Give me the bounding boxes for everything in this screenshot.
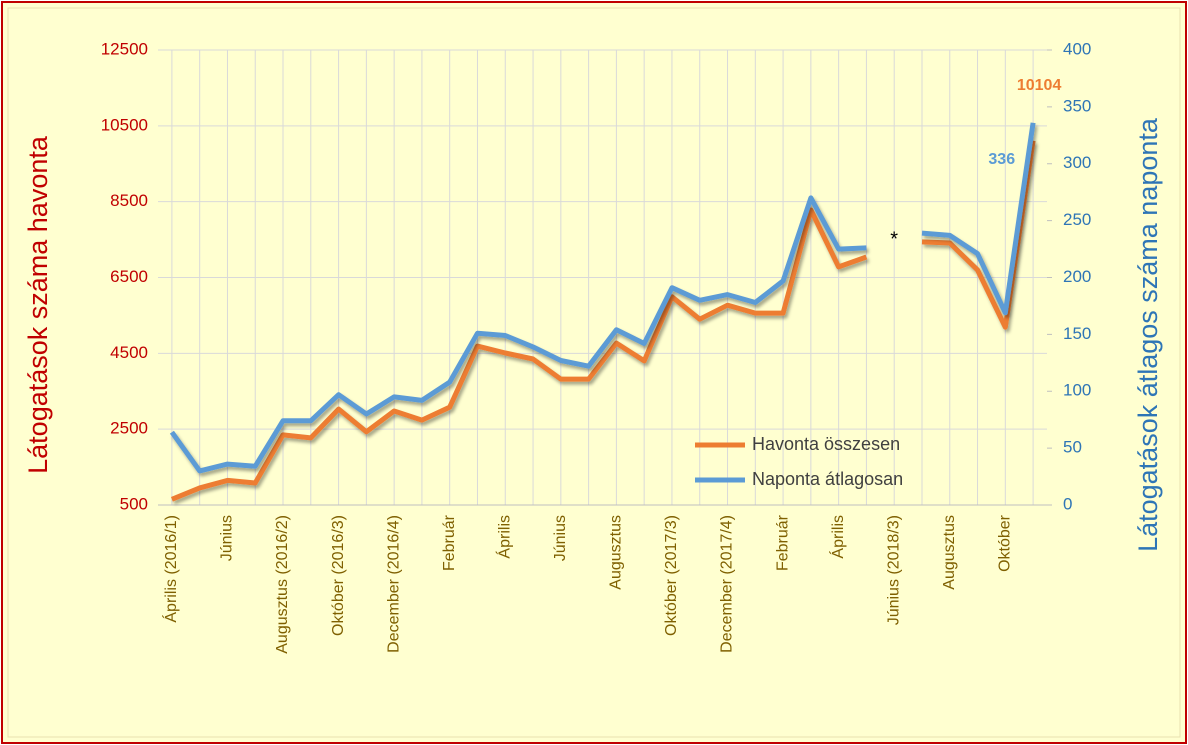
series-line (169, 122, 1036, 474)
legend-label: Naponta átlagosan (752, 469, 903, 489)
y-tick-label: 4500 (110, 343, 148, 362)
y2-tick-label: 350 (1063, 96, 1091, 115)
data-label: 10104 (1017, 77, 1062, 94)
x-tick-label: December (2016/4) (385, 515, 402, 653)
y-tick-label: 8500 (110, 191, 148, 210)
y2-tick-label: 400 (1063, 39, 1091, 58)
y-tick-label: 2500 (110, 419, 148, 438)
x-tick-label: Június (2018/3) (885, 515, 902, 625)
y-tick-label: 12500 (101, 39, 148, 58)
y2-tick-label: 300 (1063, 153, 1091, 172)
x-tick-label: Június (219, 515, 236, 561)
y2-axis-title: Látogatások átlagos száma naponta (1133, 117, 1163, 552)
legend-label: Havonta összesen (752, 434, 900, 454)
data-label: 336 (988, 151, 1015, 168)
x-tick-label: Október (997, 514, 1014, 572)
y-tick-label: 6500 (110, 267, 148, 286)
x-tick-label: Április (494, 515, 513, 559)
x-tick-label: Április (2016/1) (161, 515, 180, 623)
y2-tick-label: 0 (1063, 494, 1072, 513)
y2-tick-label: 150 (1063, 324, 1091, 343)
x-tick-label: Augusztus (608, 515, 625, 590)
x-tick-label: Augusztus (2016/2) (274, 515, 291, 654)
y2-tick-label: 200 (1063, 267, 1091, 286)
y2-tick-label: 100 (1063, 381, 1091, 400)
x-tick-label: Október (2017/3) (663, 515, 680, 636)
x-tick-label: Október (2016/3) (330, 515, 347, 636)
x-tick-label: Február (441, 514, 458, 571)
inner-border (7, 7, 1181, 738)
x-tick-label: December (2017/4) (719, 515, 736, 653)
y-tick-label: 10500 (101, 115, 148, 134)
y2-tick-label: 250 (1063, 210, 1091, 229)
x-tick-label: Augusztus (941, 515, 958, 590)
x-tick-label: Február (774, 514, 791, 571)
y2-tick-label: 50 (1063, 438, 1082, 457)
x-tick-label: Június (552, 515, 569, 561)
x-tick-label: Április (828, 515, 847, 559)
annotation: * (890, 228, 898, 250)
y-tick-label: 500 (120, 494, 148, 513)
y-axis-title: Látogatások száma havonta (23, 135, 53, 474)
